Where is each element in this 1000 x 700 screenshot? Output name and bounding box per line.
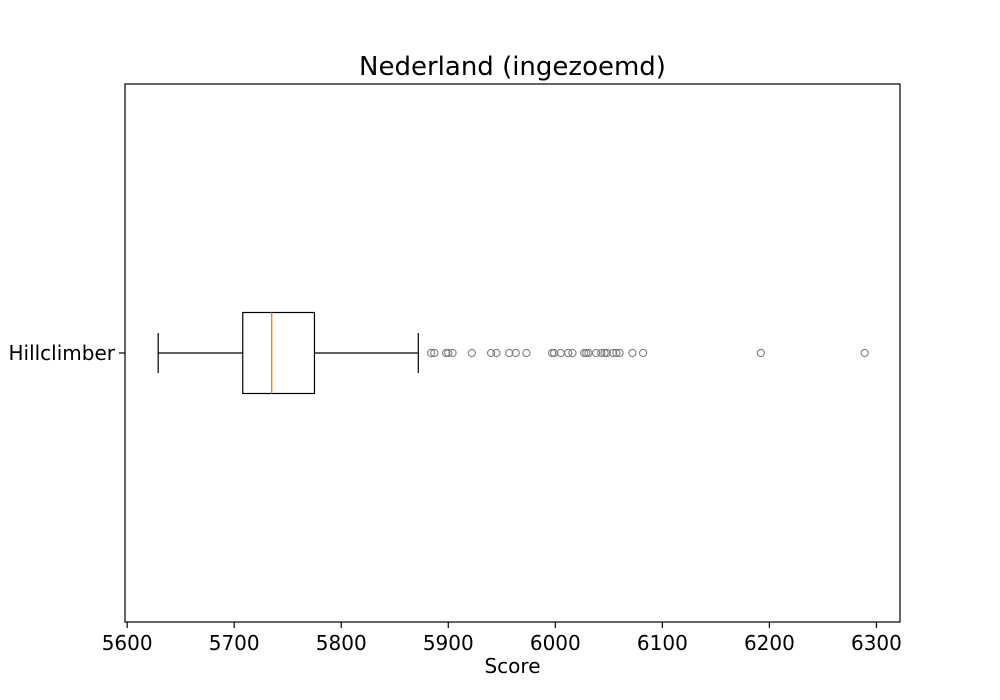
outlier-point: [615, 348, 624, 358]
x-tick-label: 5600: [102, 631, 153, 655]
outlier-point: [602, 348, 611, 358]
outlier-point: [492, 348, 501, 358]
x-axis: 5600 5700 5800 5900 6000 6100 6200 6300: [102, 622, 902, 655]
outlier-point: [580, 348, 589, 358]
plot-area: [157, 311, 869, 395]
outlier-point: [568, 348, 577, 358]
outlier-point: [582, 348, 591, 358]
outlier-point: [467, 348, 476, 358]
outlier-point: [597, 348, 606, 358]
outlier-point: [444, 348, 453, 358]
y-axis: Hillclimber: [8, 341, 125, 365]
y-tick-label: Hillclimber: [8, 341, 115, 365]
outlier-point: [564, 348, 573, 358]
chart-title: Nederland (ingezoemd): [359, 52, 666, 82]
outlier-point: [600, 348, 609, 358]
outlier-point: [448, 348, 457, 358]
outlier-point: [511, 348, 520, 358]
outlier-point: [638, 348, 648, 358]
x-tick-label: 5800: [316, 631, 367, 655]
x-tick-label: 5900: [423, 631, 474, 655]
x-tick-label: 6000: [530, 631, 581, 655]
outlier-point: [612, 348, 621, 358]
outlier-point: [628, 348, 637, 358]
outlier-point: [860, 348, 869, 358]
x-tick-label: 6200: [744, 631, 795, 655]
outlier-point: [430, 348, 439, 358]
x-tick-label: 6100: [637, 631, 688, 655]
box-0: [157, 311, 869, 395]
outlier-point: [756, 348, 765, 358]
outlier-point: [547, 348, 557, 358]
x-tick-label: 6300: [851, 631, 902, 655]
outlier-point: [441, 348, 451, 358]
outlier-point: [505, 348, 514, 358]
outlier-point: [608, 348, 618, 358]
iqr-box: [242, 311, 316, 395]
outlier-point: [591, 348, 601, 358]
x-tick-label: 5700: [209, 631, 260, 655]
x-axis-label: Score: [484, 654, 540, 678]
outlier-point: [522, 348, 531, 358]
outlier-point: [426, 348, 436, 358]
outlier-point: [486, 348, 496, 358]
outlier-point: [550, 348, 559, 358]
